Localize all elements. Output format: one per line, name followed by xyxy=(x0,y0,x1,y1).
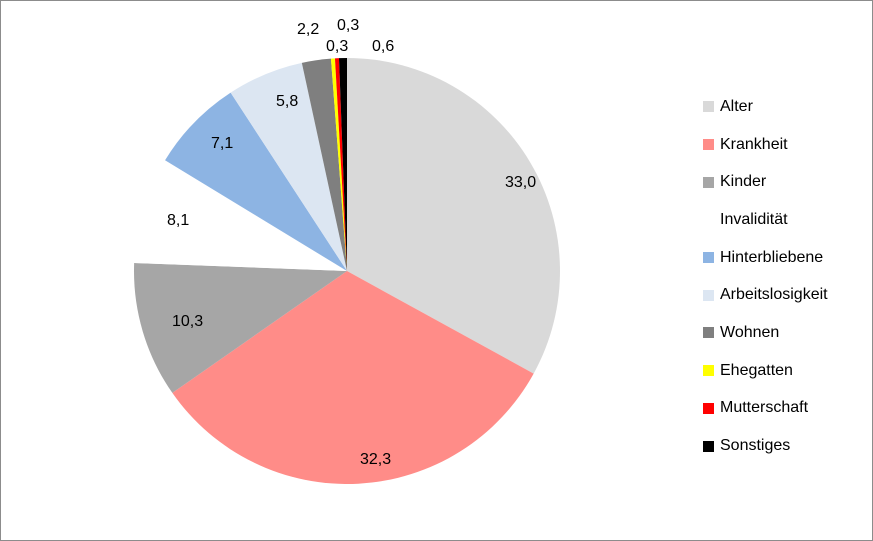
pie-slice-mutterschaft xyxy=(334,58,347,272)
legend-label: Krankheit xyxy=(720,135,788,153)
legend-label: Ehegatten xyxy=(720,361,793,379)
legend-label: Invalidität xyxy=(720,210,788,228)
legend-label: Wohnen xyxy=(720,323,780,341)
legend-swatch xyxy=(703,176,714,188)
pie-slice-sonstiges xyxy=(338,57,347,271)
legend-item: Mutterschaft xyxy=(703,390,868,428)
pie-slice-wohnen xyxy=(301,58,347,271)
pie-slice-alter xyxy=(347,58,560,374)
data-label-hinterbliebene: 7,1 xyxy=(211,135,233,152)
legend-label: Arbeitslosigkeit xyxy=(720,286,828,304)
legend-label: Kinder xyxy=(720,173,767,191)
data-label-mutterschaft: 0,3 xyxy=(337,17,359,34)
legend: Alter Krankheit Kinder Invalidität Hinterbli… xyxy=(703,88,868,465)
legend-item: Alter xyxy=(703,88,868,126)
pie-slice-hinterbliebene xyxy=(165,92,347,271)
pie-slice-kinder xyxy=(133,262,347,393)
legend-swatch xyxy=(703,440,714,452)
legend-item: Hinterbliebene xyxy=(703,239,868,277)
data-label-arbeitslosigkeit: 5,8 xyxy=(276,93,298,110)
data-label-sonstiges: 0,6 xyxy=(372,38,394,55)
legend-item: Wohnen xyxy=(703,314,868,352)
legend-swatch xyxy=(703,327,714,339)
legend-item: Ehegatten xyxy=(703,352,868,390)
legend-swatch xyxy=(703,101,714,113)
legend-label: Sonstiges xyxy=(720,437,791,455)
data-label-krankheit: 32,3 xyxy=(360,451,391,468)
data-label-kinder: 10,3 xyxy=(172,313,203,330)
legend-item: Kinder xyxy=(703,163,868,201)
legend-label: Mutterschaft xyxy=(720,399,809,417)
legend-swatch xyxy=(703,139,714,151)
legend-swatch xyxy=(703,214,714,226)
legend-swatch xyxy=(703,402,714,414)
legend-label: Hinterbliebene xyxy=(720,248,824,266)
data-label-ehegatten: 0,3 xyxy=(326,38,348,55)
legend-item: Invalidität xyxy=(703,201,868,239)
pie-slice-ehegatten xyxy=(330,58,347,272)
pie-slice-krankheit xyxy=(172,271,534,484)
legend-swatch xyxy=(703,289,714,301)
legend-item: Krankheit xyxy=(703,126,868,164)
data-label-wohnen: 2,2 xyxy=(297,21,319,38)
pie-slice-invalidit-t xyxy=(134,160,347,271)
pie-slice-arbeitslosigkeit xyxy=(230,62,347,272)
legend-swatch xyxy=(703,365,714,377)
data-label-alter: 33,0 xyxy=(505,174,536,191)
legend-swatch xyxy=(703,252,714,264)
data-label-invalidit-t: 8,1 xyxy=(167,212,189,229)
legend-item: Sonstiges xyxy=(703,427,868,465)
legend-label: Alter xyxy=(720,97,753,115)
legend-item: Arbeitslosigkeit xyxy=(703,276,868,314)
